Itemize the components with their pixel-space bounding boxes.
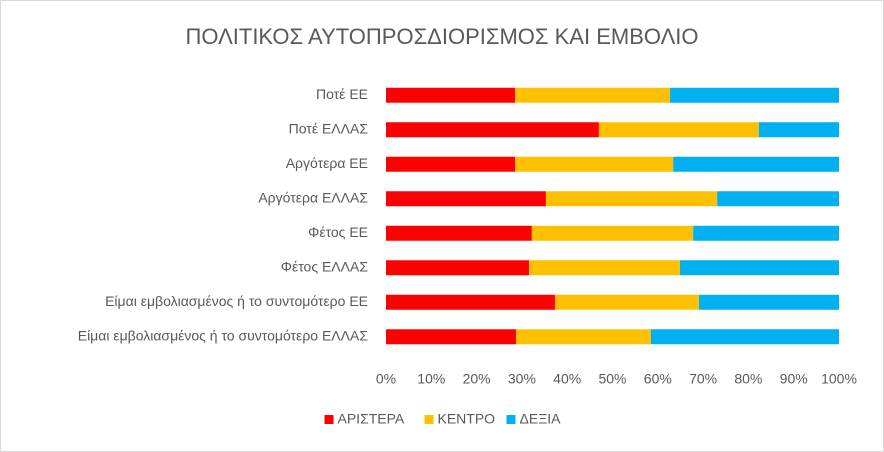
bar-segment [598,122,759,138]
x-tick-label: 80% [734,371,762,387]
bar-segment [545,191,718,207]
bar-segment [386,225,532,241]
y-tick-label: Ποτέ ΕΛΛΑΣ [289,120,369,136]
bar-segment [386,260,530,276]
legend-label: ΑΡΙΣΤΕΡΑ [338,411,405,427]
legend-swatch [324,415,334,424]
bar-segment [516,329,652,345]
bar-segment [670,87,839,103]
bar-segment [529,260,680,276]
y-tick-label: Ποτέ ΕΕ [316,86,368,102]
x-tick-label: 70% [689,371,717,387]
bar-segment [693,225,839,241]
x-tick-label: 0% [376,371,396,387]
bar-segment [531,225,694,241]
y-tick-label: Φέτος ΕΕ [308,224,368,240]
legend-label: ΔΕΞΙΑ [520,411,562,427]
bar-segment [386,156,516,172]
x-tick-label: 90% [780,371,808,387]
y-tick-label: Είμαι εμβολιασμένος ή το συντομότερο ΕΛΛ… [78,327,369,343]
y-tick-label: Φέτος ΕΛΛΑΣ [281,258,369,274]
bar-segment [386,294,555,310]
x-tick-label: 60% [644,371,672,387]
bar-segment [386,122,599,138]
bar-segment [758,122,839,138]
bar-segment [679,260,839,276]
bar-segment [515,87,671,103]
bar-segment [673,156,839,172]
x-tick-label: 40% [553,371,581,387]
legend-swatch [506,415,516,424]
x-tick-label: 20% [463,371,491,387]
x-tick-label: 50% [598,371,626,387]
x-tick-label: 30% [508,371,536,387]
chart-title: ΠΟΛΙΤΙΚΟΣ ΑΥΤΟΠΡΟΣΔΙΟΡΙΣΜΟΣ ΚΑΙ ΕΜΒΟΛΙΟ [185,24,698,49]
legend-label: ΚΕΝΤΡΟ [438,411,496,427]
legend-swatch [424,415,434,424]
y-tick-label: Αργότερα ΕΛΛΑΣ [258,189,368,205]
bar-segment [554,294,700,310]
bar-segment [386,191,546,207]
bar-segment [386,329,517,345]
x-tick-label: 10% [417,371,445,387]
bar-segment [651,329,839,345]
x-tick-label: 100% [821,371,857,387]
y-tick-label: Αργότερα ΕΕ [286,155,368,171]
y-tick-label: Είμαι εμβολιασμένος ή το συντομότερο ΕΕ [105,293,368,309]
bar-segment [515,156,674,172]
bar-segment [699,294,839,310]
bar-segment [386,87,516,103]
bar-segment [717,191,839,207]
